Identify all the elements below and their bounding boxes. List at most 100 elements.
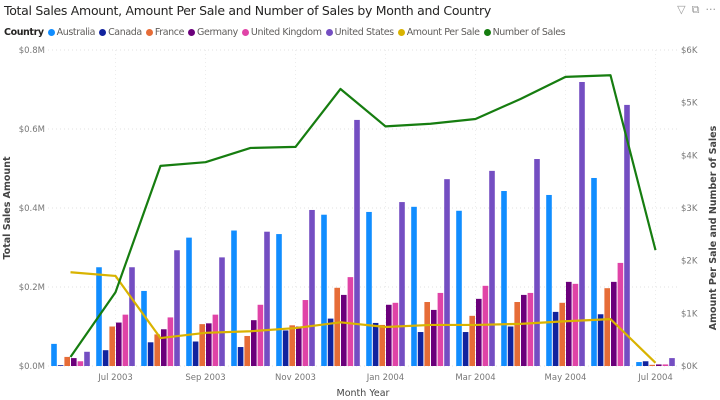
filter-icon[interactable]: ▽ [677, 3, 686, 16]
bar-canada [102, 350, 109, 366]
legend-item[interactable]: United Kingdom [241, 27, 322, 38]
y2-tick-label: $2K [681, 257, 698, 267]
legend-title: Country [4, 27, 44, 38]
bar-france [379, 324, 385, 366]
legend-label: United Kingdom [250, 27, 322, 38]
bar-france [289, 325, 295, 366]
bar-united-states [309, 209, 315, 366]
legend-item[interactable]: Germany [188, 27, 238, 38]
bar-australia [51, 343, 57, 366]
bar-australia [366, 211, 372, 366]
bar-united-states [219, 257, 225, 366]
bar-australia [141, 290, 147, 366]
bar-france [109, 326, 115, 366]
y2-axis-title: Amount Per Sale and Number of Sales [708, 125, 719, 330]
bar-united-kingdom [122, 314, 129, 366]
legend-item[interactable]: Amount Per Sale [397, 27, 480, 38]
bar-united-states [669, 358, 675, 366]
bar-australia [186, 237, 192, 366]
bar-united-kingdom [77, 361, 84, 366]
legend-label: United States [334, 27, 395, 38]
bar-united-kingdom [347, 277, 354, 366]
bar-united-kingdom [482, 285, 489, 366]
x-tick-label: May 2004 [545, 373, 587, 383]
bar-germany [386, 304, 392, 366]
legend-items: Australia Canada France Germany United Kingd… [47, 27, 570, 38]
bar-united-states [174, 250, 180, 366]
bar-united-kingdom [257, 304, 264, 366]
y2-tick-label: $0K [681, 362, 698, 372]
bar-canada [642, 361, 649, 366]
bar-united-kingdom [212, 314, 219, 366]
bar-france [514, 302, 520, 366]
bar-canada [462, 332, 469, 366]
bar-france [469, 315, 475, 366]
legend-marker [188, 29, 196, 36]
bar-germany [611, 281, 617, 366]
bar-canada [282, 330, 289, 366]
bar-germany [206, 323, 212, 366]
legend-label: Australia [56, 27, 96, 38]
y-tick-label: $0.4M [19, 204, 45, 214]
legend-item[interactable]: Australia [47, 27, 96, 38]
bar-australia [501, 191, 507, 366]
focus-mode-icon[interactable]: ⧉ [691, 3, 700, 16]
bar-canada [147, 342, 154, 366]
bar-france [154, 334, 160, 366]
bar-united-kingdom [527, 292, 534, 366]
bar-united-states [129, 267, 135, 366]
bar-united-kingdom [437, 292, 444, 366]
y2-tick-label: $5K [681, 99, 698, 109]
bar-australia [276, 234, 282, 366]
bar-france [604, 288, 610, 366]
bar-germany [656, 364, 662, 366]
legend: Country Australia Canada France Germany Unit… [4, 27, 569, 38]
x-tick-label: Sep 2003 [185, 373, 225, 383]
bar-germany [296, 326, 302, 366]
x-axis-title: Month Year [337, 388, 390, 399]
bar-canada [372, 322, 379, 366]
bar-united-states [534, 159, 540, 366]
legend-item[interactable]: Number of Sales [483, 27, 566, 38]
y2-tick-label: $6K [681, 46, 698, 56]
bar-france [244, 335, 250, 366]
bar-canada [507, 326, 514, 366]
bar-australia [411, 206, 417, 366]
bar-united-states [444, 179, 450, 366]
bar-united-kingdom [302, 300, 309, 366]
legend-label: Canada [108, 27, 142, 38]
bar-canada [192, 341, 199, 366]
bar-canada [417, 332, 424, 366]
bar-united-kingdom [167, 317, 174, 366]
legend-item[interactable]: United States [325, 27, 395, 38]
bar-germany [251, 320, 257, 366]
x-tick-label: Mar 2004 [455, 373, 495, 383]
bar-germany [566, 281, 572, 366]
legend-label: Germany [197, 27, 238, 38]
bar-united-states [624, 104, 630, 366]
legend-item[interactable]: Canada [99, 27, 142, 38]
bar-canada [552, 311, 559, 366]
bar-germany [71, 358, 77, 366]
bar-canada [57, 365, 64, 366]
bar-australia [636, 362, 642, 366]
bar-france [199, 324, 205, 366]
bar-united-states [489, 170, 495, 366]
y-tick-label: $0.2M [19, 283, 45, 293]
bar-australia [591, 177, 597, 366]
x-tick-label: Nov 2003 [275, 373, 316, 383]
legend-label: Number of Sales [492, 27, 566, 38]
more-options-icon[interactable]: ··· [705, 3, 717, 16]
bar-germany [431, 309, 437, 366]
legend-marker [397, 29, 405, 36]
bar-united-states [354, 119, 360, 366]
bar-united-states [579, 81, 585, 367]
bar-france [559, 302, 565, 366]
x-tick-label: Jan 2004 [366, 373, 404, 383]
bar-france [334, 287, 340, 366]
bar-united-kingdom [572, 283, 579, 366]
bar-canada [237, 347, 244, 366]
legend-item[interactable]: France [145, 27, 184, 38]
bar-germany [341, 294, 347, 366]
bar-germany [161, 329, 167, 366]
